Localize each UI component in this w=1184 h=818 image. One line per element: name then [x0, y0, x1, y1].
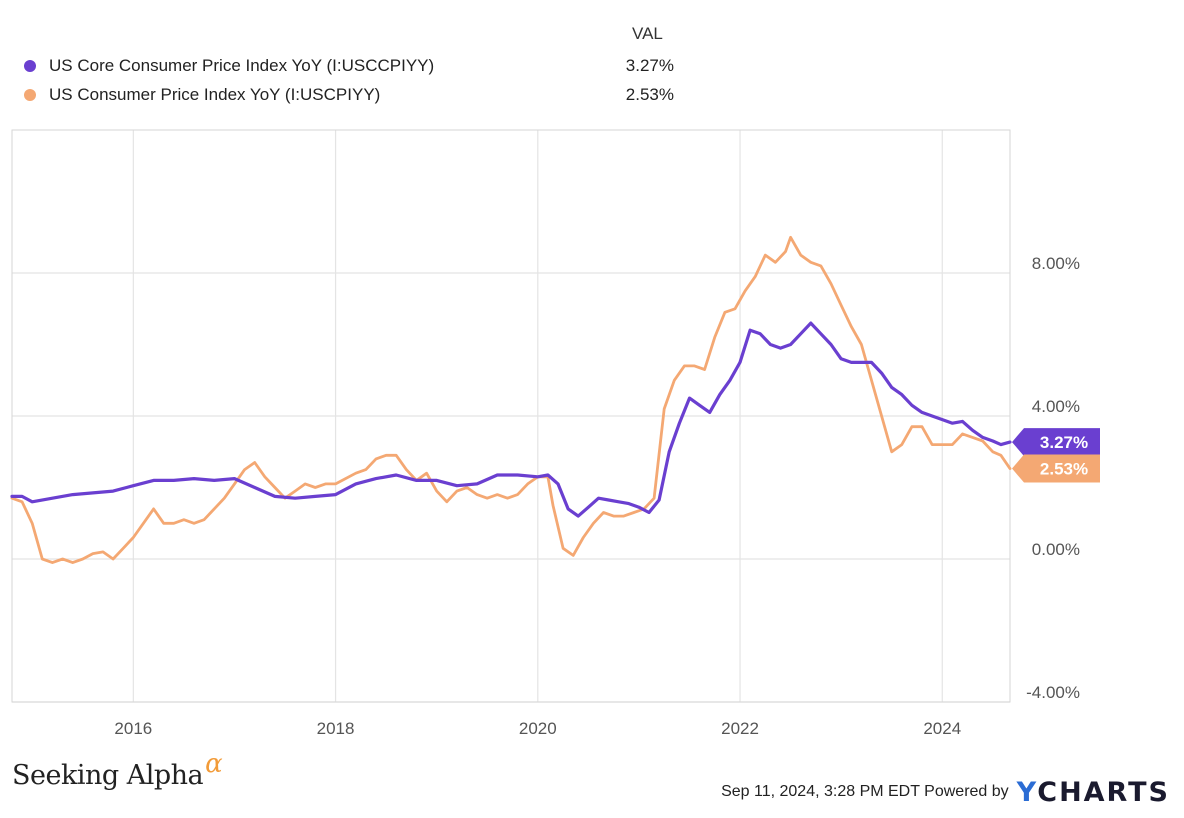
chart-footer: Sep 11, 2024, 3:28 PM EDT Powered by YCH… [721, 775, 1170, 809]
y-tick-label: 4.00% [1032, 397, 1080, 416]
x-tick-label: 2022 [721, 719, 759, 738]
seeking-alpha-logo: Seeking Alphaα [12, 749, 223, 791]
ycharts-logo-text: CHARTS [1037, 776, 1170, 808]
y-axis-ticks: 8.00% 4.00% 0.00% -4.00% [1026, 254, 1080, 702]
series-line-cpi [10, 235, 1012, 564]
timestamp-text: Sep 11, 2024, 3:28 PM EDT Powered by [721, 783, 1009, 800]
chart-grid [12, 130, 1010, 703]
y-tick-label: 0.00% [1032, 540, 1080, 559]
brand-name: Seeking Alpha [12, 760, 204, 791]
x-axis-ticks: 2016 2018 2020 2022 2024 [114, 719, 961, 738]
ycharts-logo[interactable]: YCHARTS [1017, 777, 1170, 808]
x-tick-label: 2018 [317, 719, 355, 738]
ycharts-logo-mark: Y [1016, 776, 1038, 808]
legend-item-core-cpi[interactable]: US Core Consumer Price Index YoY (I:USCC… [24, 54, 674, 78]
x-tick-label: 2020 [519, 719, 557, 738]
series-end-labels: 3.27% 2.53% [1012, 428, 1100, 483]
end-label-text: 3.27% [1040, 433, 1088, 452]
legend-series-name: US Consumer Price Index YoY (I:USCPIYY) [49, 85, 381, 104]
alpha-symbol: α [205, 749, 223, 779]
series-lines [10, 235, 1012, 564]
x-tick-label: 2024 [923, 719, 961, 738]
plot-area-border [11, 129, 1011, 703]
legend-swatch [24, 89, 36, 101]
chart-legend: VAL US Core Consumer Price Index YoY (I:… [0, 0, 700, 120]
y-tick-label: 8.00% [1032, 254, 1080, 273]
legend-series-value: 2.53% [625, 85, 674, 104]
legend-item-cpi[interactable]: US Consumer Price Index YoY (I:USCPIYY) … [24, 83, 674, 107]
legend-series-value: 3.27% [625, 56, 674, 75]
x-tick-label: 2016 [114, 719, 152, 738]
series-line-core-cpi [10, 321, 1012, 518]
end-label-text: 2.53% [1040, 460, 1088, 479]
end-label-badge-cpi [1012, 454, 1100, 483]
y-tick-label: -4.00% [1026, 683, 1080, 702]
end-label-badge-core-cpi [1012, 428, 1100, 457]
legend-series-name: US Core Consumer Price Index YoY (I:USCC… [49, 56, 435, 75]
legend-swatch [24, 60, 36, 72]
legend-value-header: VAL [632, 24, 663, 43]
